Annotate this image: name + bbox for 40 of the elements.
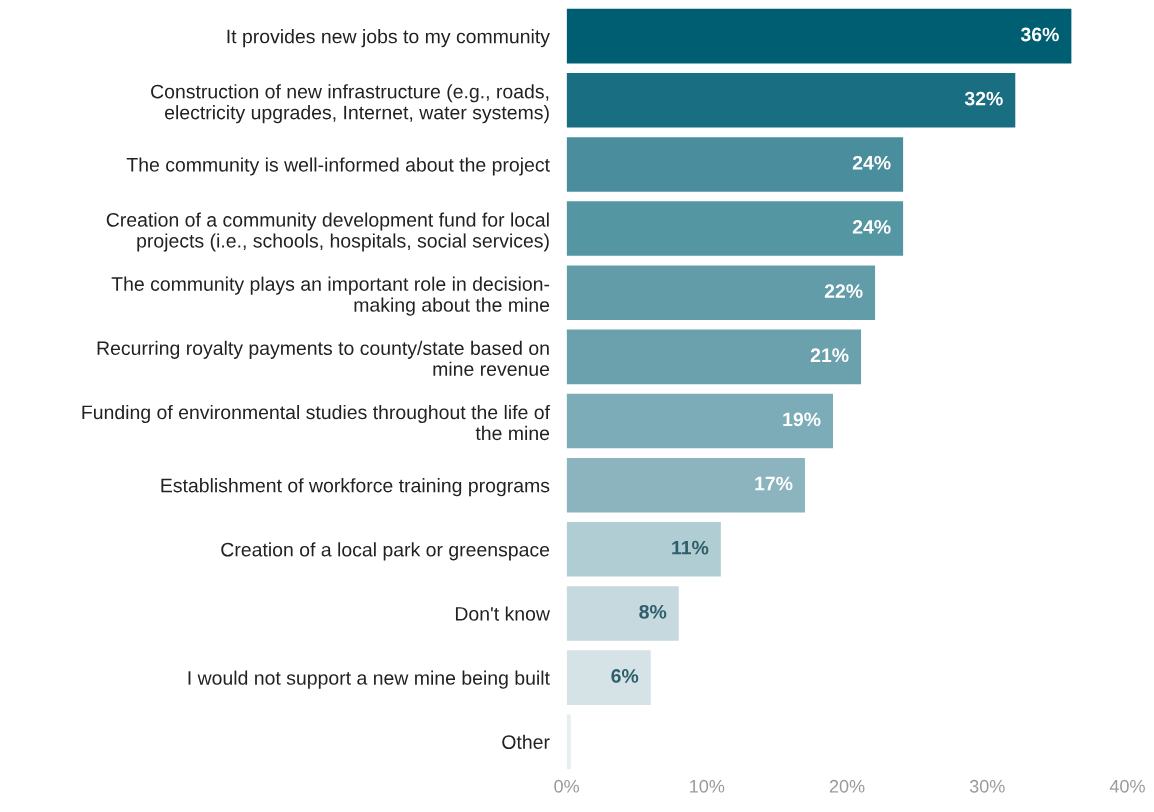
data-label: 32% (964, 91, 1003, 106)
y-tick-label: Funding of environmental studies throughout the life of the mine (82, 404, 551, 441)
x-tick-label: 20% (829, 779, 865, 793)
bar (566, 8, 1072, 64)
bar (566, 265, 876, 320)
x-tick-label: 10% (690, 779, 725, 793)
y-tick-label: It provides new jobs to my community (227, 29, 550, 48)
data-label: 36% (1020, 27, 1059, 42)
bar (566, 73, 1016, 128)
x-tick-label: 30% (969, 779, 1005, 793)
y-tick-label: Recurring royalty payments to county/state based on mine revenue (97, 340, 550, 376)
y-tick-label: The community plays an important role in decision- making about the mine (111, 276, 550, 316)
bar (566, 650, 651, 705)
y-tick-label: Establishment of workforce training programs (161, 478, 550, 497)
x-tick-label: 40% (1109, 779, 1145, 793)
bar (566, 714, 571, 770)
y-tick-label: I would not support a new mine being built (188, 670, 550, 689)
bar (566, 586, 679, 641)
y-tick-label: Creation of a community development fund for local projects (i.e., schools, hospitals, social services) (106, 212, 549, 252)
data-label: 19% (783, 412, 821, 427)
bar (566, 201, 904, 256)
data-label: 22% (824, 284, 863, 298)
data-label: 6% (611, 669, 639, 683)
y-tick-label: Don't know (455, 606, 550, 621)
bar (566, 393, 834, 449)
y-tick-label: Other (502, 734, 550, 749)
data-label: 11% (672, 540, 709, 555)
data-label: 17% (755, 476, 793, 491)
y-tick-label: Creation of a local park or greenspace (221, 542, 550, 561)
bar (566, 137, 904, 192)
y-tick-label: Construction of new infrastructure (e.g., roads, electricity upgrades, Internet, water systems) (151, 84, 549, 124)
bar (566, 329, 862, 385)
bar (566, 457, 805, 513)
data-label: 24% (852, 155, 891, 170)
data-label: 24% (852, 220, 891, 234)
data-label: 8% (639, 604, 667, 619)
bar (566, 522, 721, 577)
y-tick-label: The community is well-informed about the project (126, 157, 550, 176)
data-label: 21% (810, 348, 849, 363)
x-tick-label: 0% (554, 779, 580, 793)
